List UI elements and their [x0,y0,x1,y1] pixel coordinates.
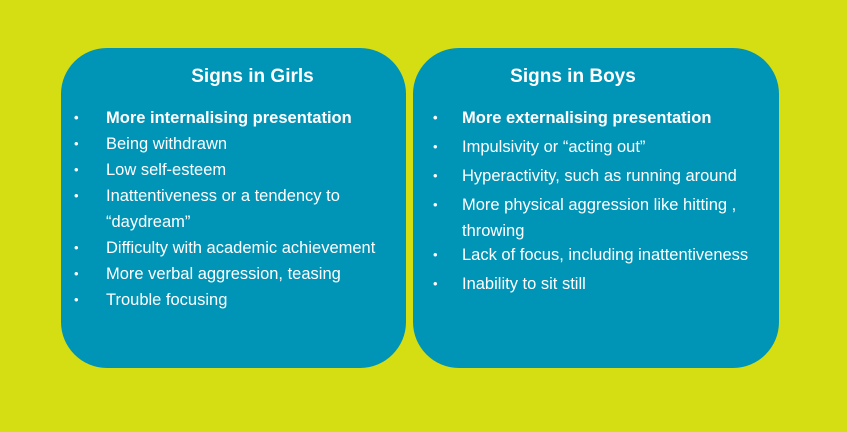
list-item: • More externalising presentation [413,105,771,131]
bullet-icon: • [74,136,79,151]
bullet-icon: • [74,292,79,307]
girls-card-title: Signs in Girls [191,66,314,87]
list-item: • Being withdrawn [61,131,398,157]
boys-card-title: Signs in Boys [510,66,636,87]
signs-in-boys-card: Signs in Boys • More externalising presen… [413,48,779,368]
bullet-icon: • [74,240,79,255]
bullet-icon: • [74,188,79,203]
bullet-icon: • [433,276,438,291]
list-item: • Lack of focus, including inattentivenes… [413,242,771,268]
boys-signs-list: • More externalising presentation • Impuls… [413,105,771,300]
bullet-icon: • [74,110,79,125]
bullet-icon: • [433,197,438,212]
bullet-icon: • [74,162,79,177]
list-item: • Inability to sit still [413,271,771,297]
signs-in-girls-card: Signs in Girls • More internalising prese… [61,48,406,368]
bullet-icon: • [433,139,438,154]
list-item: • Difficulty with academic achievement [61,235,398,261]
list-item: • Impulsivity or “acting out” [413,134,771,160]
list-item: • Inattentiveness or a tendency to “daydr… [61,183,398,235]
bullet-icon: • [433,110,438,125]
bullet-icon: • [433,247,438,262]
list-item: • More internalising presentation [61,105,398,131]
list-item: • More physical aggression like hitting ,… [413,192,771,244]
girls-signs-list: • More internalising presentation • Being … [61,105,398,313]
bullet-icon: • [74,266,79,281]
list-item: • Trouble focusing [61,287,398,313]
bullet-icon: • [433,168,438,183]
list-item: • Low self-esteem [61,157,398,183]
list-item: • Hyperactivity, such as running around [413,163,771,189]
list-item: • More verbal aggression, teasing [61,261,398,287]
